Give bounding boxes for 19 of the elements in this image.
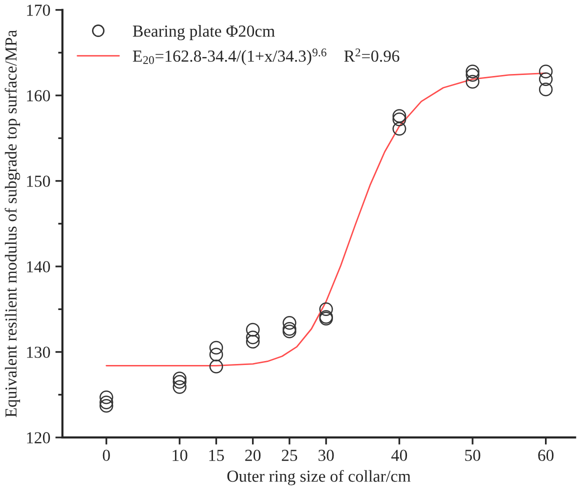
text: E$_{20}$=162.8-34.4/(1+x/34.3)$^{9.6}$ R$^{2}$=0.96 (132, 48, 400, 66)
y-tick-label: 150 (27, 176, 50, 187)
y-tick-label: 140 (27, 261, 50, 272)
legend-label: Bearing plate Φ20cm (132, 25, 275, 40)
x-tick-label: 50 (465, 450, 480, 462)
x-tick-label: 25 (282, 450, 298, 462)
y-tick-label: 170 (27, 4, 50, 16)
y-tick-label: 160 (27, 90, 50, 102)
x-tick-label: 0 (102, 450, 110, 462)
x-axis-title: Outer ring size of collar/cm (227, 470, 411, 486)
x-tick-label: 15 (209, 450, 224, 462)
x-tick-label: 60 (538, 450, 554, 462)
y-axis-title: Equivalent resilient modulus of subgrade top surface/MPa (4, 30, 20, 418)
x-tick-label: 40 (391, 450, 408, 462)
x-tick-label: 20 (245, 450, 261, 462)
y-tick-label: 120 (27, 432, 50, 444)
x-tick-label: 30 (318, 450, 334, 462)
x-tick-label: 10 (172, 450, 188, 462)
y-tick-label: 130 (27, 346, 50, 358)
